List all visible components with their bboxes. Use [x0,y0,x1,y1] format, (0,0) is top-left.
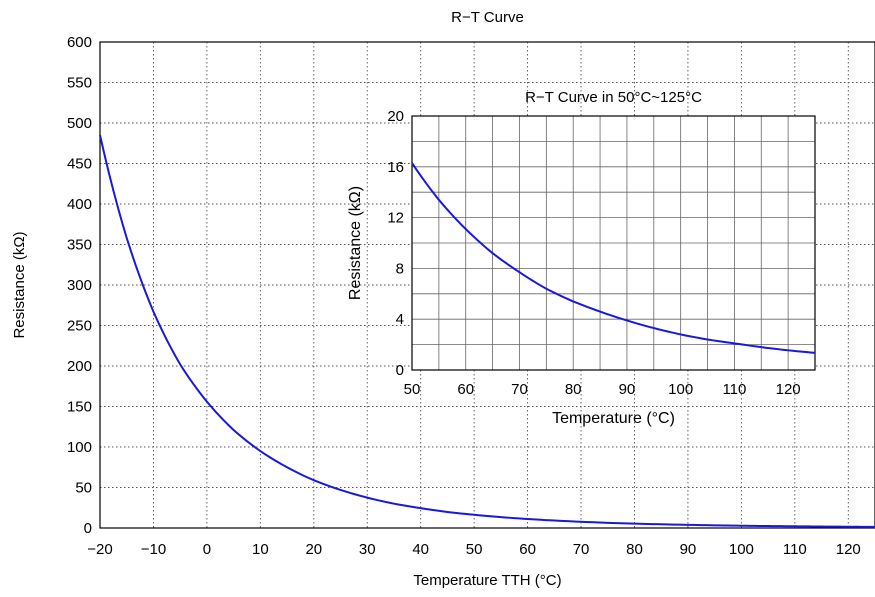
inset-x-tick-label: 100 [668,381,693,398]
inset-chart: 50 60 70 80 90 100 110 120 0 4 8 12 16 20 R−T Curve i… [347,89,816,427]
inset-y-tick-label: 20 [387,108,404,125]
inset-y-axis-label: Resistance (kΩ) [347,186,364,300]
main-plot-frame [99,41,875,529]
main-y-tick-label: 100 [67,439,92,456]
main-x-tick-label: 0 [203,541,211,558]
main-x-tick-label: 40 [412,541,429,558]
main-y-tick-label: 450 [67,156,92,173]
main-series-line [99,134,875,528]
main-y-tick-label: 600 [67,34,92,51]
main-y-tick-label: 150 [67,399,92,416]
main-x-tick-label: −10 [141,541,166,558]
inset-y-tick-label: 4 [396,311,404,328]
inset-x-tick-label: 80 [565,381,582,398]
inset-y-tick-label: 0 [396,362,404,379]
main-y-axis-label: Resistance (kΩ) [11,231,28,338]
inset-chart-title: R−T Curve in 50°C~125°C [525,89,702,106]
main-x-tick-label: 120 [836,541,861,558]
main-x-tick-label: 20 [305,541,322,558]
inset-y-tick-label: 12 [387,210,404,227]
main-y-tick-label: 50 [75,480,92,497]
main-x-tick-label: 30 [359,541,376,558]
main-y-tick-label: 300 [67,277,92,294]
inset-x-tick-label: 70 [511,381,528,398]
inset-y-tick-label: 16 [387,159,404,176]
main-y-tick-label: 550 [67,75,92,92]
inset-ticks: 50 60 70 80 90 100 110 120 0 4 8 12 16 20 [387,108,800,398]
main-y-tick-label: 500 [67,115,92,132]
main-chart: −20 −10 0 10 20 30 40 50 60 70 80 90 100 110 120050100… [11,9,875,589]
main-x-tick-label: 110 [783,541,807,558]
main-x-tick-label: 50 [466,541,483,558]
main-x-tick-label: 100 [729,541,754,558]
main-y-tick-label: 0 [84,520,92,537]
inset-y-tick-label: 8 [396,260,404,277]
main-x-tick-label: 70 [573,541,590,558]
inset-x-tick-label: 90 [619,381,636,398]
inset-plot-frame [411,115,816,371]
main-chart-title: R−T Curve [451,9,524,26]
main-x-axis-label: Temperature TTH (°C) [413,572,561,589]
main-y-tick-label: 200 [67,358,92,375]
main-ticks: −20 −10 0 10 20 30 40 50 60 70 80 90 100 110 120050100… [67,34,861,558]
main-x-tick-label: −20 [87,541,112,558]
main-x-tick-label: 10 [252,541,269,558]
inset-x-tick-label: 120 [776,381,801,398]
inset-x-tick-label: 50 [404,381,421,398]
inset-x-tick-label: 110 [722,381,746,398]
main-y-tick-label: 250 [67,318,92,335]
main-x-tick-label: 60 [519,541,536,558]
main-x-tick-label: 90 [680,541,697,558]
inset-series-line [411,162,816,354]
main-y-tick-label: 350 [67,237,92,254]
inset-x-tick-label: 60 [457,381,474,398]
inset-x-axis-label: Temperature (°C) [552,410,675,427]
main-y-tick-label: 400 [67,196,92,213]
main-x-tick-label: 80 [626,541,643,558]
